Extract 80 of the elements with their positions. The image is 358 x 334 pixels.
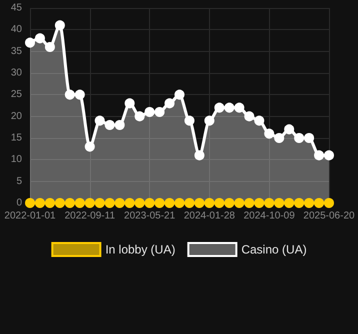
y-tick-label: 15 [10, 132, 22, 144]
point [124, 198, 135, 208]
point [184, 198, 194, 208]
point [44, 42, 55, 52]
point [294, 198, 304, 208]
point [144, 107, 155, 117]
x-tick-label: 2025-06-20 [303, 210, 356, 222]
point [54, 20, 65, 30]
point [174, 90, 184, 100]
point [154, 107, 165, 117]
point [234, 198, 244, 208]
point [284, 124, 294, 134]
point [114, 198, 125, 208]
point [64, 198, 75, 208]
y-tick-label: 45 [10, 2, 22, 14]
point [254, 116, 264, 126]
point [124, 98, 135, 108]
point [94, 116, 105, 126]
x-tick-label: 2023-05-21 [124, 210, 176, 222]
point [104, 198, 115, 208]
point [184, 116, 194, 126]
point [244, 198, 254, 208]
point [134, 111, 145, 122]
y-tick-label: 25 [10, 89, 22, 100]
y-tick-label: 20 [10, 110, 22, 122]
point [204, 198, 214, 208]
point [224, 198, 234, 208]
point [144, 198, 155, 208]
point [224, 102, 234, 113]
y-tick-label: 40 [10, 24, 22, 36]
legend-label: Casino (UA) [241, 242, 307, 256]
point [94, 198, 105, 208]
point [74, 90, 85, 100]
point [264, 198, 274, 208]
point [244, 111, 254, 122]
point [194, 150, 204, 160]
point [25, 198, 35, 208]
point [304, 133, 314, 143]
point [324, 150, 334, 160]
point [294, 133, 304, 143]
point [214, 198, 224, 208]
point [164, 98, 175, 108]
point [234, 102, 244, 113]
point [254, 198, 264, 208]
point [84, 198, 95, 208]
x-tick-label: 2022-09-11 [64, 210, 116, 222]
point [284, 198, 294, 208]
x-tick-label: 2024-10-09 [244, 210, 296, 222]
point [74, 198, 85, 208]
point [274, 133, 284, 143]
point [54, 198, 65, 208]
point [214, 102, 224, 113]
point [314, 150, 324, 160]
point [204, 116, 214, 126]
point [264, 128, 274, 139]
point [164, 198, 175, 208]
point [194, 198, 204, 208]
point [154, 198, 165, 208]
point [274, 198, 284, 208]
point [314, 198, 324, 208]
point [114, 120, 125, 130]
x-tick-label: 2022-01-01 [4, 210, 56, 222]
point [25, 38, 35, 48]
point [34, 33, 45, 44]
point [134, 198, 145, 208]
point [104, 120, 115, 130]
y-tick-label: 5 [16, 176, 22, 187]
y-tick-label: 10 [10, 154, 22, 166]
point [64, 90, 75, 100]
y-tick-label: 30 [10, 68, 22, 78]
point [34, 198, 45, 208]
point [174, 198, 184, 208]
x-tick-label: 2024-01-28 [184, 210, 236, 222]
point [304, 198, 314, 208]
point [44, 198, 55, 208]
legend-label: In lobby (UA) [105, 242, 176, 256]
point [84, 142, 95, 152]
point [324, 198, 334, 208]
y-tick-label: 35 [10, 46, 22, 57]
y-tick-label: 0 [16, 198, 22, 208]
